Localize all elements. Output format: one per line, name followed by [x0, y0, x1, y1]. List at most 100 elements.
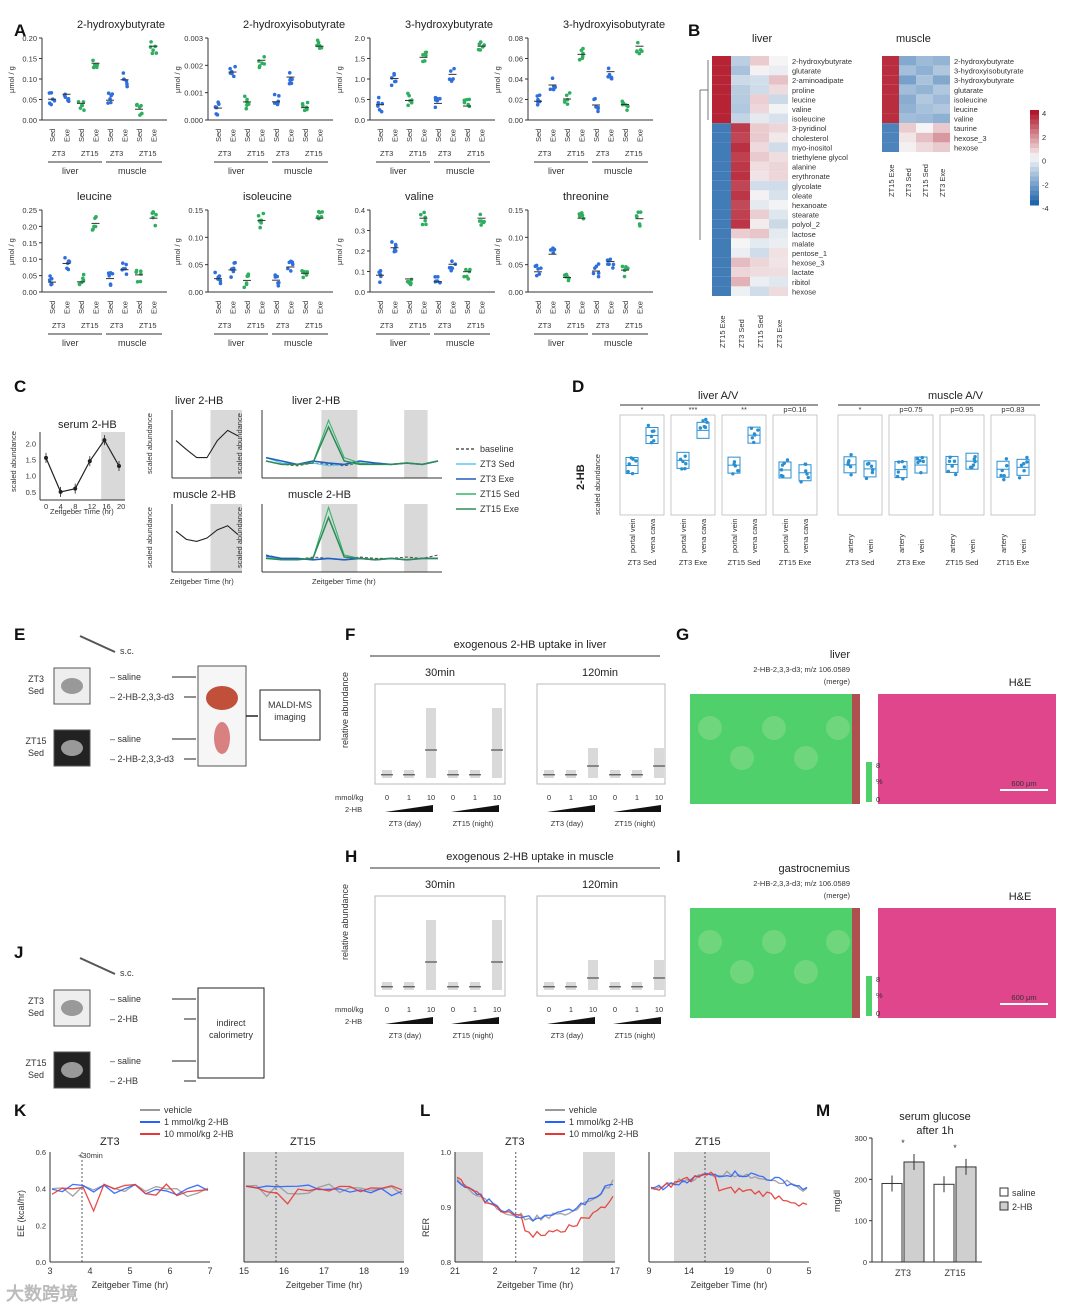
heat-cell — [750, 56, 769, 66]
data-point — [550, 76, 555, 81]
night-shading — [455, 1152, 483, 1262]
heatmap-liver-row: cholesterol — [792, 134, 829, 143]
tissue-title: liver — [830, 649, 851, 661]
data-point — [232, 261, 236, 265]
heat-cell — [899, 84, 916, 95]
heat-cell — [750, 190, 769, 200]
msi-texture — [730, 746, 754, 770]
panel-label-g: G — [676, 625, 689, 644]
data-point — [216, 100, 220, 104]
dose-wedge — [451, 805, 499, 812]
data-point — [593, 266, 597, 270]
y-axis-label: relative abundance — [340, 672, 350, 748]
heat-cell — [731, 75, 750, 85]
tissue-label-liver: liver — [548, 166, 565, 176]
x-tick-label: 20 — [117, 502, 125, 511]
group-label: Exe — [287, 129, 296, 142]
data-point — [620, 99, 625, 104]
y-tick-label: 0.4 — [36, 1185, 46, 1194]
dose-unit-label: 2-HB — [345, 1017, 362, 1026]
x-tick-label: 17 — [319, 1266, 329, 1276]
data-point — [479, 219, 484, 223]
y-tick-label: 0.10 — [508, 233, 523, 242]
data-point — [625, 266, 630, 271]
zt-label: ZT3 — [438, 321, 451, 330]
heat-cell — [899, 56, 916, 66]
night-shading — [321, 504, 358, 572]
color-scale-step — [1030, 200, 1039, 206]
data-point — [392, 71, 396, 76]
group-label: Exe — [420, 129, 429, 142]
data-point — [565, 102, 570, 106]
scale-label: 600 μm — [1011, 993, 1036, 1002]
bar-2-HB — [955, 1166, 977, 1263]
data-point — [649, 440, 654, 445]
x-axis-label: Zeitgeber Time (hr) — [286, 1280, 363, 1290]
dose-label: 1 — [473, 1005, 477, 1014]
heat-cell — [731, 190, 750, 200]
data-point — [106, 91, 111, 96]
y-tick-label: 2.0 — [26, 439, 36, 448]
zt3-title: ZT3 — [505, 1136, 525, 1148]
data-point — [49, 90, 54, 95]
zt-label: ZT3 — [110, 149, 123, 158]
data-point — [684, 462, 688, 466]
group-label: Exe — [92, 301, 101, 314]
series-line — [51, 1183, 209, 1196]
dose-unit-label: mmol/kg — [335, 1005, 363, 1014]
heat-cell — [731, 84, 750, 95]
data-point — [389, 83, 394, 88]
heatmap-liver-row: erythronate — [792, 172, 830, 181]
data-point — [63, 255, 67, 260]
data-point — [406, 103, 410, 108]
data-point — [535, 102, 540, 107]
heatmap-muscle-row: 3-hydroxyisobutyrate — [954, 67, 1024, 76]
legend-entry: saline — [1012, 1188, 1036, 1198]
data-point — [378, 280, 382, 284]
group-label: Exe — [578, 301, 587, 314]
data-point — [277, 94, 281, 98]
colorbar-min: 0 — [876, 1009, 880, 1018]
data-point — [870, 468, 875, 472]
data-point — [76, 100, 81, 104]
data-point — [608, 257, 613, 262]
he-label: H&E — [1009, 891, 1032, 903]
y-axis-label: EE (kcal/hr) — [16, 1190, 26, 1237]
zt-label: ZT15 — [305, 321, 323, 330]
msi-texture — [730, 960, 754, 984]
vessel-label: vein — [1019, 539, 1028, 553]
group-label: Exe — [549, 129, 558, 142]
data-point — [646, 423, 651, 428]
method-label: imaging — [274, 712, 306, 722]
heat-cell — [899, 104, 916, 114]
sed-label: Sed — [28, 686, 44, 696]
heat-cell — [731, 113, 750, 124]
legend-entry: ZT15 Exe — [480, 504, 519, 514]
night-shading — [244, 1152, 404, 1262]
uptake-distribution — [492, 920, 502, 990]
vessel-label: vein — [968, 539, 977, 553]
data-point — [1017, 476, 1022, 480]
zt-label: ZT15 — [467, 149, 485, 158]
y-axis-label: μmol / g — [7, 66, 16, 93]
group-label: Exe — [420, 301, 429, 314]
panel-c-timecourses: serum 2-HB liver 2-HB liver 2-HB muscle … — [9, 395, 520, 586]
data-point — [300, 102, 305, 106]
heat-cell — [916, 104, 933, 114]
data-point — [290, 262, 295, 267]
y-tick-label: 0.4 — [355, 206, 365, 215]
y-tick-label: 0.10 — [188, 233, 203, 242]
group-label: Sed — [214, 129, 223, 142]
data-point — [150, 51, 155, 56]
dose-label: 1 — [407, 1005, 411, 1014]
data-point — [262, 62, 267, 66]
data-point — [606, 66, 611, 71]
panel-label-m: M — [816, 1101, 830, 1120]
isotope-label: 2-HB-2,3,3-d3; m/z 106.0589 — [753, 665, 850, 674]
tissue-title: gastrocnemius — [778, 863, 850, 875]
heat-cell — [750, 238, 769, 248]
x-tick-label: 8 — [73, 502, 77, 511]
zt-label: ZT15 — [409, 149, 427, 158]
tissue-label-muscle: muscle — [604, 166, 633, 176]
uptake-title: exogenous 2-HB uptake in muscle — [446, 851, 614, 863]
